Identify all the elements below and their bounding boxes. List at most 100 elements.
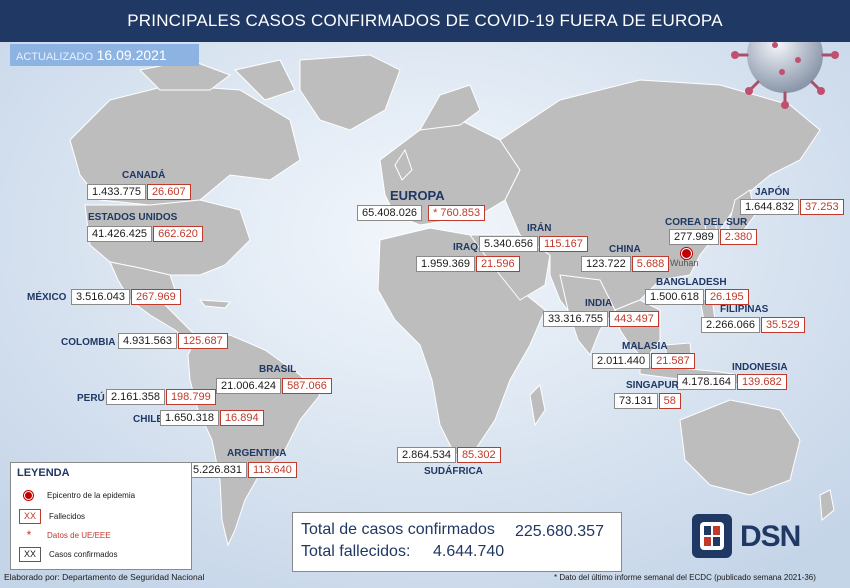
updated-badge: ACTUALIZADO 16.09.2021: [10, 44, 199, 66]
counter-chile: 1.650.318 16.894: [160, 410, 264, 426]
country-name-iran: IRÁN: [527, 223, 552, 234]
confirmed-value: 2.161.358: [106, 389, 165, 405]
deaths-value: 35.529: [760, 317, 805, 333]
counter-usa: 41.426.425 662.620: [87, 226, 203, 242]
country-name-china: CHINA: [609, 244, 641, 255]
country-name-india: INDIA: [585, 298, 613, 309]
confirmed-swatch: XX: [19, 547, 41, 562]
legend-epicenter: Epicentro de la epidemia: [19, 489, 135, 502]
page-title: PRINCIPALES CASOS CONFIRMADOS DE COVID-1…: [0, 0, 850, 42]
legend-epicenter-text: Epicentro de la epidemia: [47, 491, 136, 500]
counter-singapur: 73.131 58: [614, 393, 681, 409]
greenland: [299, 54, 401, 131]
total-confirmed-label: Total de casos confirmados: [301, 521, 495, 538]
deaths-value: 2.380: [719, 229, 758, 245]
country-name-chile: CHILE: [133, 414, 163, 425]
counter-canada: 1.433.775 26.607: [87, 184, 191, 200]
confirmed-value: 2.864.534: [397, 447, 456, 463]
total-deaths-value: 4.644.740: [433, 543, 505, 560]
deaths-value: 267.969: [130, 289, 181, 305]
coat-of-arms-icon: [692, 514, 732, 558]
country-name-europa: EUROPA: [390, 188, 445, 203]
country-name-canada: CANADÁ: [122, 170, 166, 181]
confirmed-value: 5.226.831: [188, 462, 247, 478]
confirmed-value: 2.011.440: [592, 353, 651, 369]
confirmed-value: 277.989: [669, 229, 719, 245]
deaths-value: * 760.853: [428, 205, 486, 221]
asterisk-icon: *: [26, 528, 32, 542]
confirmed-value: 1.433.775: [87, 184, 146, 200]
epicenter-dot: [681, 248, 692, 259]
country-name-brasil: BRASIL: [259, 364, 297, 375]
confirmed-value: 2.266.066: [701, 317, 760, 333]
country-name-iraq: IRAQ: [453, 242, 478, 253]
confirmed-value: 1.644.832: [740, 199, 799, 215]
legend-eu-text: Datos de UE/EEE: [47, 531, 111, 540]
confirmed-value: 1.500.618: [645, 289, 704, 305]
deaths-value: 37.253: [799, 199, 844, 215]
deaths-value: 21.596: [475, 256, 520, 272]
confirmed-value: 73.131: [614, 393, 658, 409]
deaths-value: 139.682: [736, 374, 787, 390]
counter-argentina: 5.226.831 113.640: [188, 462, 297, 478]
confirmed-value: 3.516.043: [71, 289, 130, 305]
confirmed-value: 21.006.424: [216, 378, 282, 394]
legend-confirmed: XX Casos confirmados: [19, 547, 117, 562]
confirmed-value: 5.340.656: [479, 236, 538, 252]
legend-deaths-text: Fallecidos: [49, 512, 86, 521]
deaths-value: 587.066: [282, 378, 332, 394]
footer-author: Elaborado por: Departamento de Seguridad…: [4, 572, 205, 582]
country-name-filipinas: FILIPINAS: [720, 304, 769, 315]
counter-bangladesh: 1.500.618 26.195: [645, 289, 749, 305]
total-deaths-label: Total fallecidos:: [301, 543, 411, 560]
legend-confirmed-text: Casos confirmados: [49, 550, 118, 559]
country-name-mexico: MÉXICO: [27, 292, 67, 303]
counter-colombia: 4.931.563 125.687: [118, 333, 228, 349]
counter-iran: 5.340.656 115.167: [479, 236, 588, 252]
confirmed-value: 4.178.164: [677, 374, 736, 390]
legend-eu: * Datos de UE/EEE: [19, 529, 111, 542]
deaths-value: 443.497: [609, 311, 659, 327]
deaths-value: 16.894: [219, 410, 264, 426]
country-name-usa: ESTADOS UNIDOS: [88, 212, 178, 223]
counter-china: 123.722 5.688: [581, 256, 670, 272]
confirmed-value: 65.408.026: [357, 205, 423, 221]
deaths-swatch: XX: [19, 509, 41, 524]
legend: LEYENDA Epicentro de la epidemia XX Fall…: [10, 462, 192, 570]
total-confirmed-value: 225.680.357: [515, 523, 604, 540]
counter-malasia: 2.011.440 21.587: [592, 353, 695, 369]
counter-japon: 1.644.832 37.253: [740, 199, 844, 215]
deaths-value: 5.688: [631, 256, 670, 272]
counter-corea: 277.989 2.380: [669, 229, 758, 245]
updated-label: ACTUALIZADO: [16, 51, 94, 63]
wuhan-label: Wuhan: [670, 258, 699, 268]
country-name-japon: JAPÓN: [755, 187, 790, 198]
counter-sudafrica: 2.864.534 85.302: [397, 447, 501, 463]
country-name-sudafrica: SUDÁFRICA: [424, 466, 483, 477]
confirmed-value: 41.426.425: [87, 226, 153, 242]
country-name-colombia: COLOMBIA: [61, 337, 116, 348]
counter-indonesia: 4.178.164 139.682: [677, 374, 787, 390]
counter-mexico: 3.516.043 267.969: [71, 289, 181, 305]
deaths-value: 198.799: [165, 389, 216, 405]
legend-title: LEYENDA: [17, 467, 70, 479]
deaths-value: 115.167: [538, 236, 588, 252]
country-name-peru: PERÚ: [77, 393, 105, 404]
counter-brasil: 21.006.424 587.066: [216, 378, 332, 394]
country-name-corea: COREA DEL SUR: [665, 217, 748, 228]
country-name-singapur: SINGAPUR: [626, 380, 679, 391]
counter-peru: 2.161.358 198.799: [106, 389, 216, 405]
deaths-value: 26.607: [146, 184, 191, 200]
deaths-value: 113.640: [247, 462, 297, 478]
deaths-value: 21.587: [651, 353, 695, 369]
country-name-malasia: MALASIA: [622, 341, 668, 352]
confirmed-value: 123.722: [581, 256, 631, 272]
updated-date: 16.09.2021: [96, 47, 167, 63]
confirmed-value: 4.931.563: [118, 333, 177, 349]
confirmed-value: 1.959.369: [416, 256, 475, 272]
footer-note: * Dato del último informe semanal del EC…: [554, 573, 816, 582]
country-name-bangladesh: BANGLADESH: [656, 277, 727, 288]
dsn-logo: DSN: [740, 520, 801, 553]
deaths-value: 58: [658, 393, 681, 409]
counter-iraq: 1.959.369 21.596: [416, 256, 520, 272]
